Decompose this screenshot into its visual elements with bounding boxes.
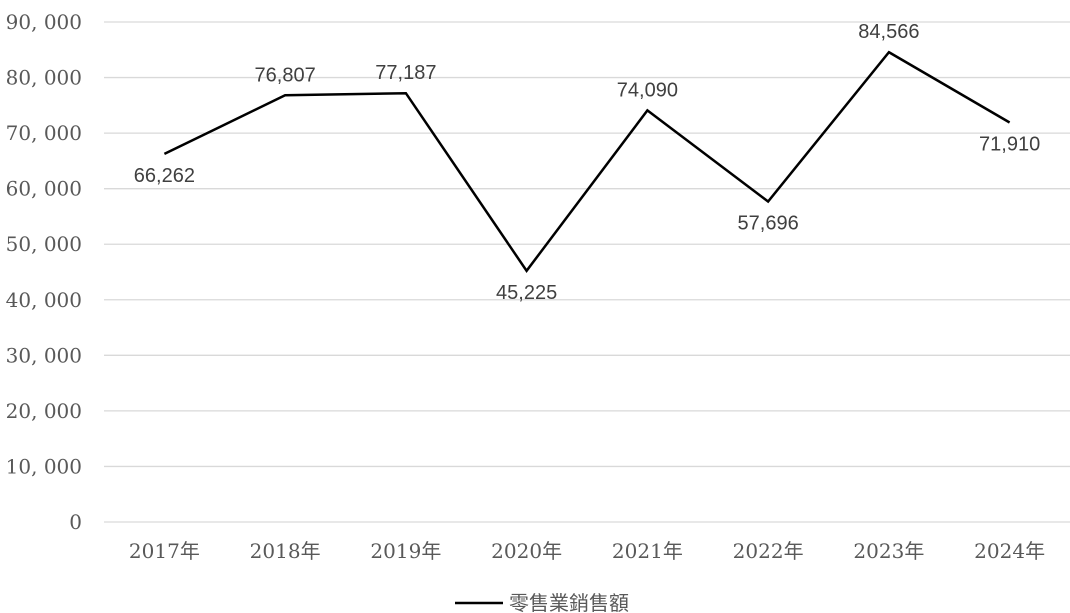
- x-tick-label: 2018年: [250, 539, 321, 563]
- y-tick-label: 90, 000: [6, 10, 82, 34]
- x-axis-ticks: 2017年 2018年 2019年 2020年 2021年 2022年 2023年 2024年: [129, 539, 1045, 563]
- data-label: 76,807: [255, 64, 316, 86]
- y-tick-label: 20, 000: [6, 399, 82, 423]
- x-tick-label: 2019年: [370, 539, 441, 563]
- x-tick-label: 2021年: [612, 539, 683, 563]
- series-line: [163, 50, 1011, 273]
- series-lines: [163, 50, 1011, 273]
- x-tick-label: 2020年: [491, 539, 562, 563]
- y-axis-ticks: 0 10, 000 20, 000 30, 000 40, 000 50, 000 60, …: [6, 10, 82, 534]
- y-tick-label: 70, 000: [6, 121, 82, 145]
- y-tick-label: 80, 000: [6, 66, 82, 90]
- data-label: 84,566: [858, 21, 919, 43]
- data-label: 71,910: [979, 134, 1040, 156]
- x-tick-label: 2017年: [129, 539, 200, 563]
- data-label: 45,225: [496, 282, 557, 304]
- gridlines: [104, 21, 1070, 523]
- data-label: 77,187: [375, 62, 436, 84]
- x-tick-label: 2023年: [853, 539, 924, 563]
- data-label: 57,696: [738, 212, 799, 234]
- y-tick-label: 50, 000: [6, 232, 82, 256]
- y-tick-label: 0: [69, 510, 82, 534]
- x-tick-label: 2022年: [733, 539, 804, 563]
- y-tick-label: 30, 000: [6, 343, 82, 367]
- data-label: 66,262: [134, 165, 195, 187]
- y-tick-label: 60, 000: [6, 177, 82, 201]
- x-tick-label: 2024年: [974, 539, 1045, 563]
- data-label: 74,090: [617, 79, 678, 101]
- y-tick-label: 40, 000: [6, 288, 82, 312]
- data-labels: 66,262 76,807 77,187 45,225 74,090 57,696 84,5…: [134, 21, 1040, 304]
- legend: 零售業銷售額: [455, 591, 629, 613]
- y-tick-label: 10, 000: [6, 454, 82, 478]
- legend-label: 零售業銷售額: [509, 591, 629, 613]
